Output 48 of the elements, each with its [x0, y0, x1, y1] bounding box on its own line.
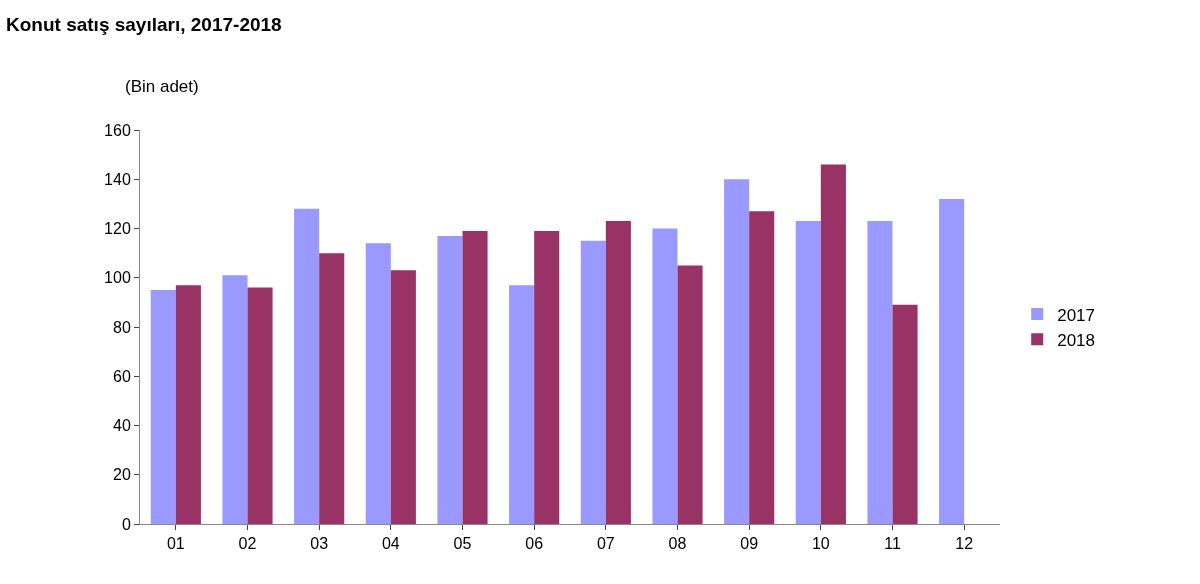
chart-title: Konut satış sayıları, 2017-2018: [6, 13, 282, 35]
y-tick-label: 40: [113, 417, 131, 435]
bar: [437, 235, 463, 524]
bar: [175, 285, 201, 524]
y-tick-label: 120: [104, 220, 131, 238]
bar: [749, 211, 775, 524]
bar: [795, 221, 821, 524]
bar: [462, 230, 488, 524]
bar: [652, 228, 678, 524]
bar: [867, 221, 893, 524]
x-tick-label: 10: [811, 535, 830, 553]
x-tick-label: 02: [238, 535, 257, 553]
y-tick-label: 140: [104, 170, 131, 188]
x-tick-label: 12: [955, 535, 974, 553]
y-tick-label: 20: [113, 466, 131, 484]
bar: [580, 240, 606, 524]
legend-label: 2018: [1057, 330, 1096, 350]
bar: [319, 253, 345, 524]
bar: [939, 198, 965, 524]
y-tick-label: 0: [121, 515, 131, 533]
x-tick-label: 11: [884, 535, 901, 553]
bar: [509, 285, 535, 524]
y-tick-label: 60: [113, 367, 131, 385]
bar: [534, 230, 560, 524]
x-tick-label: 09: [740, 535, 759, 553]
x-tick-label: 04: [381, 535, 400, 553]
x-tick-label: 08: [668, 535, 687, 553]
bar: [247, 287, 273, 524]
x-tick-label: 07: [596, 535, 615, 553]
x-tick-label: 06: [525, 535, 544, 553]
bar: [365, 243, 391, 524]
bar: [605, 221, 631, 524]
bar: [294, 208, 320, 524]
y-tick-label: 160: [104, 121, 131, 139]
bar: [724, 179, 750, 524]
y-tick-label: 80: [113, 318, 131, 336]
bar: [390, 270, 416, 524]
bar: [150, 290, 176, 524]
x-tick-label: 03: [310, 535, 329, 553]
bar: [820, 164, 846, 524]
bar: [677, 265, 703, 524]
x-tick-label: 01: [166, 535, 185, 553]
x-tick-label: 05: [453, 535, 472, 553]
bar: [892, 304, 918, 524]
legend-label: 2017: [1057, 305, 1096, 325]
bar: [222, 275, 248, 524]
y-tick-label: 100: [104, 269, 131, 287]
y-axis-title: (Bin adet): [125, 77, 199, 96]
